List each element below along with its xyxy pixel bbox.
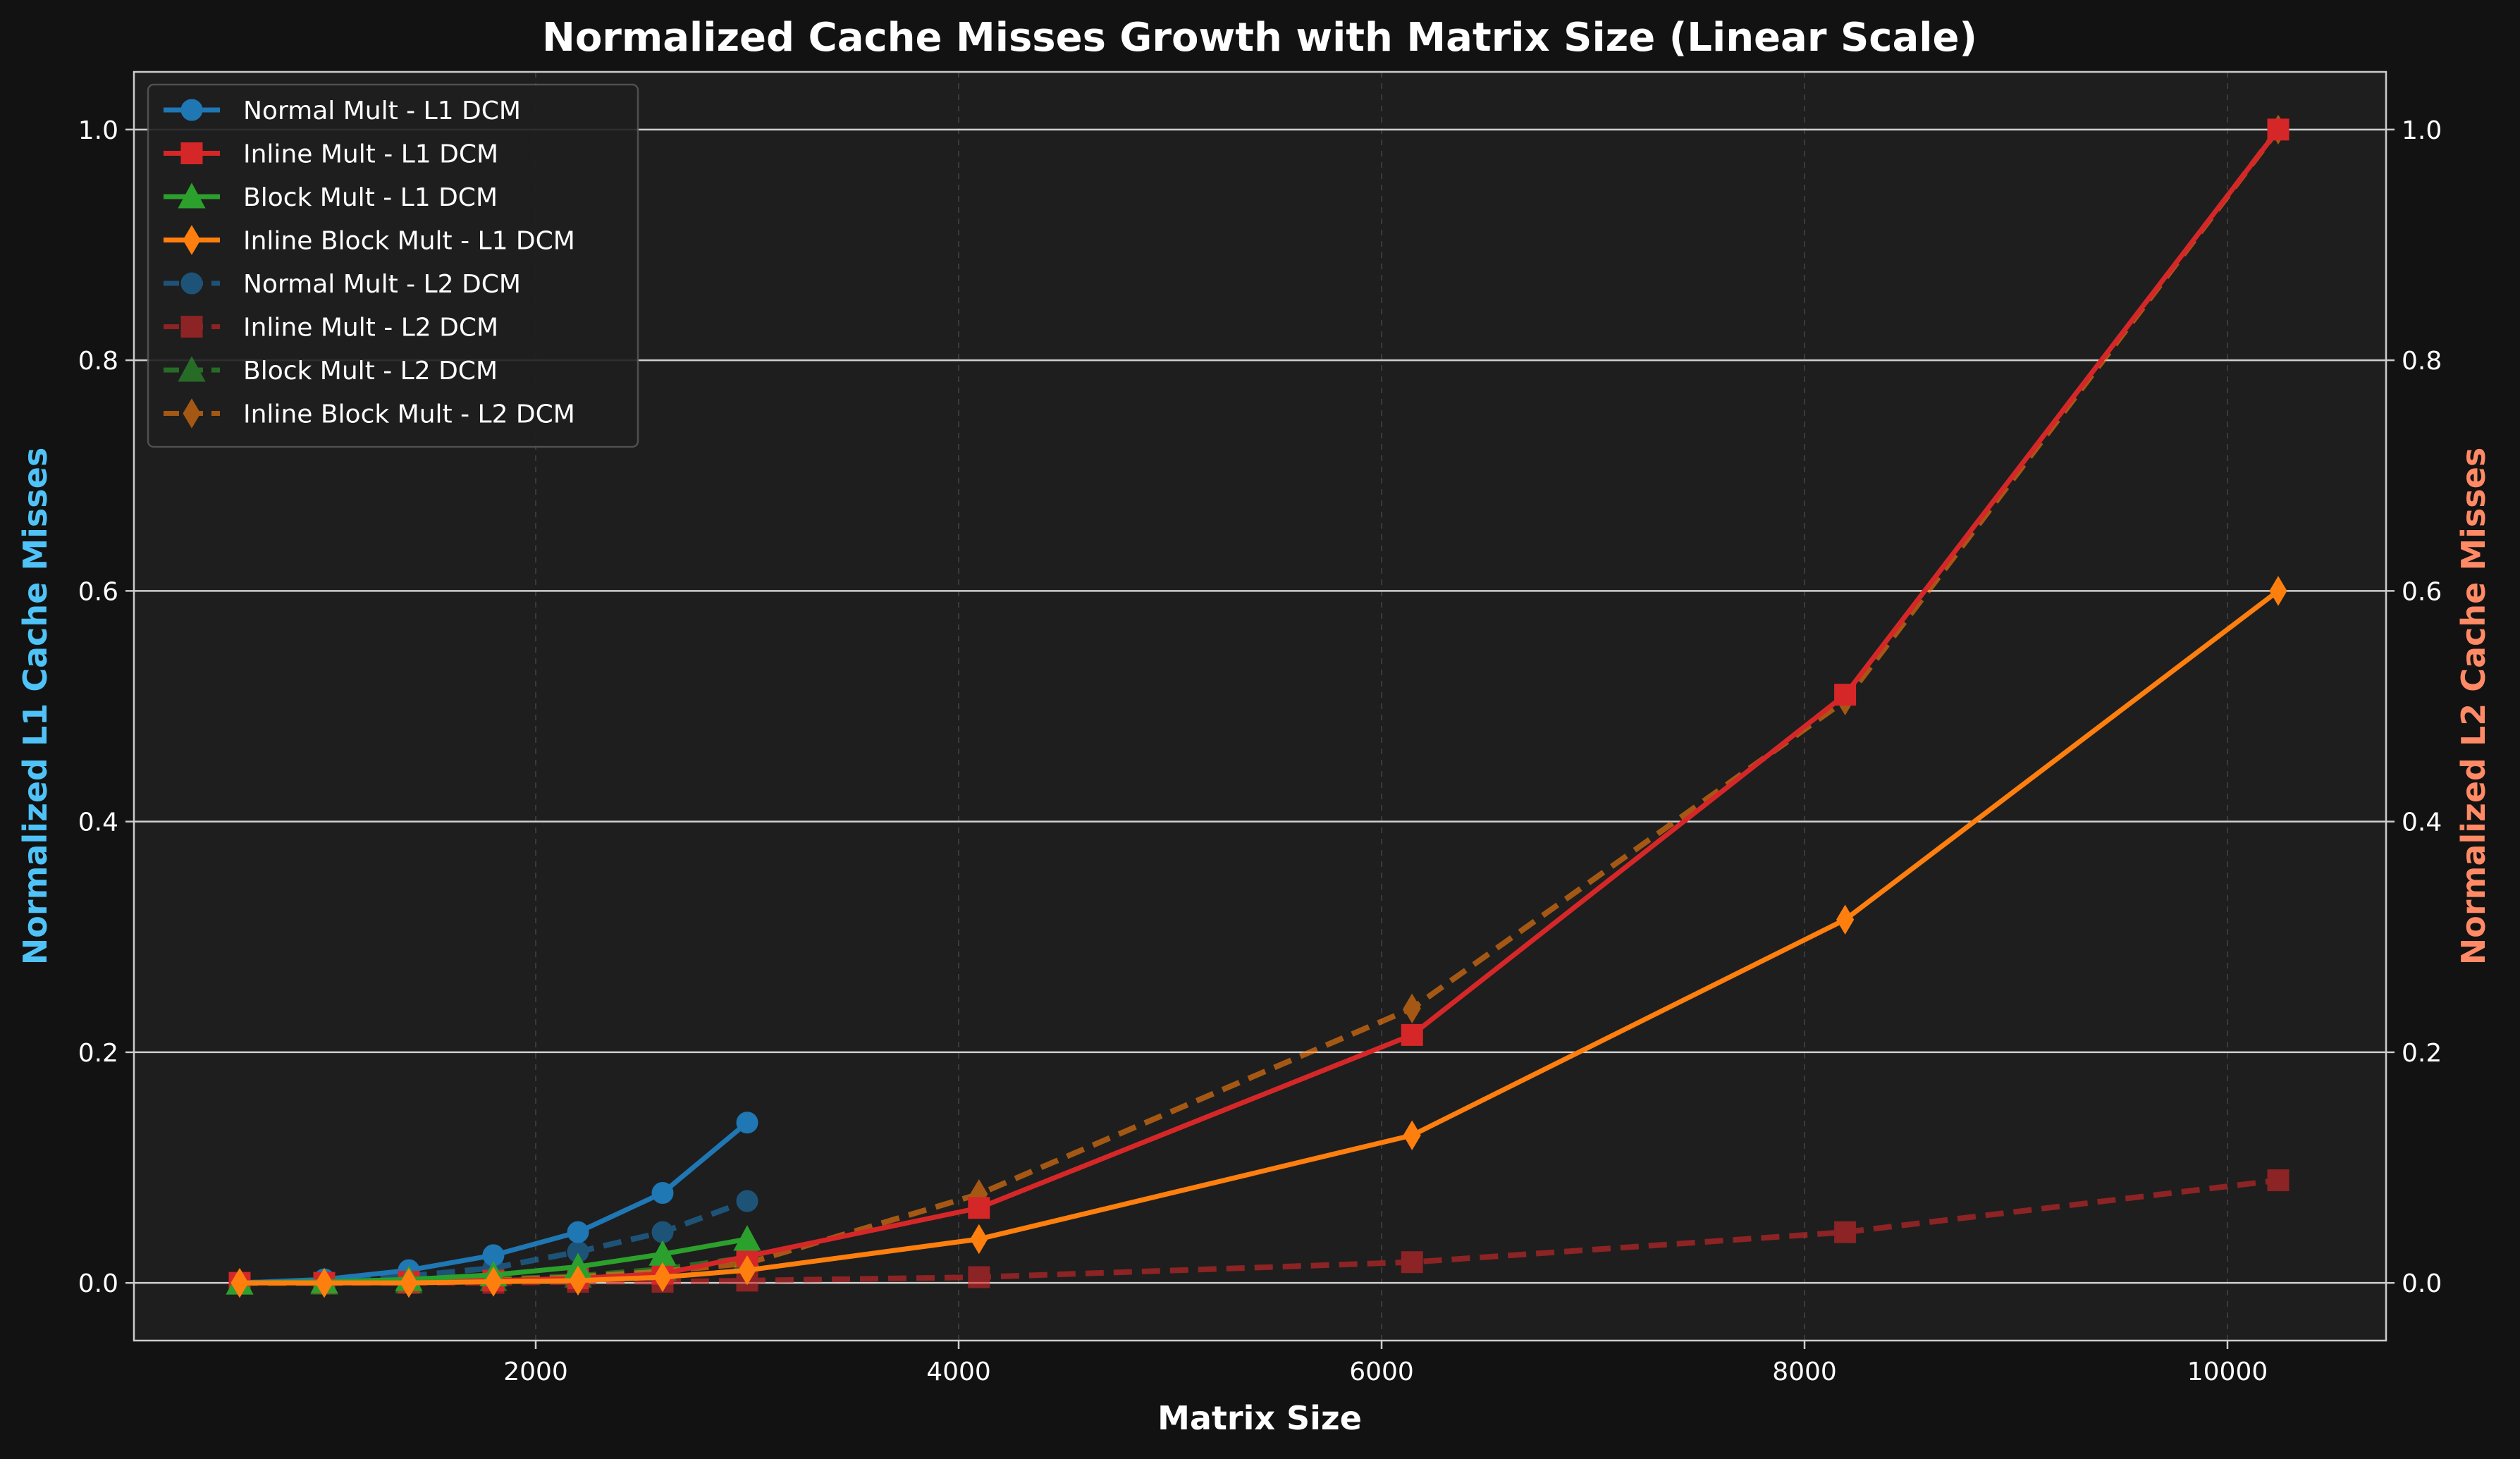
legend-swatch-marker [178,356,206,382]
data-point [1403,1120,1421,1150]
x-tick-label: 10000 [2187,1358,2268,1386]
data-point [231,1267,249,1298]
data-point [653,1262,672,1293]
legend-label: Inline Block Mult - L1 DCM [243,227,575,256]
y-tick-label-left: 0.8 [78,347,118,376]
y-axis-label-left: Normalized L1 Cache Misses [16,448,54,965]
legend-item [164,398,220,429]
legend-item [164,142,220,164]
legend-item [164,272,220,295]
legend-label: Inline Mult - L1 DCM [243,140,498,169]
data-point [1836,904,1855,935]
legend-swatch-marker [183,225,201,255]
data-point [1834,1221,1857,1243]
y-tick-label-right: 0.0 [2402,1269,2442,1298]
legend-label: Normal Mult - L1 DCM [243,97,521,125]
y-tick-label-right: 1.0 [2402,116,2442,145]
x-tick-label: 8000 [1772,1358,1837,1386]
data-point [2269,576,2287,606]
legend-label: Normal Mult - L2 DCM [243,270,521,299]
legend-item [164,225,220,255]
x-tick-label: 2000 [503,1358,568,1386]
y-tick-label-right: 0.6 [2402,577,2442,606]
legend-item [164,316,220,338]
plot-frame [133,70,2387,1342]
legend-label: Block Mult - L1 DCM [243,183,498,212]
legend-item [164,99,220,121]
y-tick-label-right: 0.2 [2402,1039,2442,1068]
data-point [1401,1251,1423,1274]
x-axis-label: Matrix Size [1157,1399,1362,1437]
legend-label: Block Mult - L2 DCM [243,357,498,386]
legend-swatch-marker [183,398,201,429]
data-point [567,1221,589,1243]
data-point [968,1266,990,1288]
legend: Normal Mult - L1 DCM Inline Mult - L1 DCM… [147,83,639,448]
data-point [1834,684,1857,706]
legend-swatch-marker [180,99,203,121]
legend-swatch-marker [180,316,203,338]
data-point [400,1267,418,1298]
legend-item [164,183,220,209]
y-tick-label-left: 0.0 [78,1269,118,1298]
y-tick-label-left: 0.2 [78,1039,118,1068]
data-point [733,1225,761,1251]
x-tick-label: 6000 [1349,1358,1414,1386]
data-point [569,1265,587,1296]
series-layer [226,114,2289,1298]
data-point [2267,118,2289,141]
legend-swatch-marker [180,272,203,295]
y-tick-label-left: 0.4 [78,808,118,837]
data-point [738,1255,756,1286]
y-tick-label-right: 0.4 [2402,808,2442,837]
legend-label: Inline Block Mult - L2 DCM [243,400,575,429]
data-point [970,1224,988,1255]
data-point [736,1190,758,1212]
x-tick-label: 4000 [926,1358,991,1386]
axes: 2000 4000 6000 8000 10000 0.0 0.0 0.2 0.2 0.4 0.4 0… [78,116,2442,1386]
data-point [484,1267,503,1297]
data-point [736,1112,758,1134]
legend-swatch-marker [180,142,203,164]
y-axis-label-right: Normalized L2 Cache Misses [2454,448,2493,965]
data-point [315,1267,333,1298]
data-point [1403,993,1421,1023]
y-tick-label-left: 1.0 [78,116,118,145]
y-tick-label-left: 0.6 [78,577,118,606]
data-point [651,1221,674,1243]
data-point [651,1182,674,1205]
legend-swatch-marker [178,183,206,209]
chart-title: Normalized Cache Misses Growth with Matr… [542,15,1977,61]
legend-label: Inline Mult - L2 DCM [243,314,498,343]
legend-item [164,356,220,382]
legend-box [147,83,639,448]
y-tick-label-right: 0.8 [2402,347,2442,376]
data-point [2267,1169,2289,1192]
series-3 [231,576,2287,1298]
data-point [1401,1023,1423,1046]
data-point [968,1197,990,1219]
